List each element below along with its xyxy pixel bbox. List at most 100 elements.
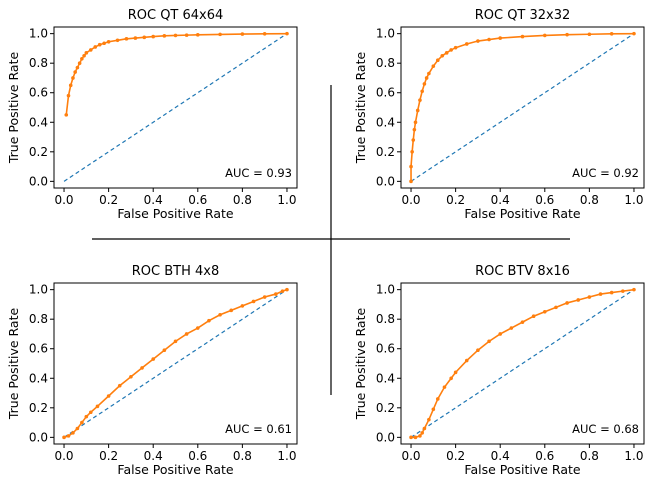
roc-point	[229, 308, 234, 313]
plot-frame	[53, 26, 298, 189]
roc-point	[609, 290, 614, 295]
roc-point	[240, 304, 245, 308]
x-tick-label: 1.0	[624, 193, 643, 207]
roc-point	[88, 410, 93, 415]
roc-point	[427, 417, 431, 422]
roc-point	[565, 301, 569, 305]
y-tick-label: 0.4	[376, 115, 395, 129]
roc-point	[487, 339, 491, 344]
panel-title: ROC QT 64x64	[128, 8, 224, 23]
roc-point	[285, 31, 289, 36]
y-axis-label: True Positive Rate	[353, 308, 368, 421]
roc-point	[195, 33, 200, 37]
roc-point	[442, 385, 447, 389]
roc-point	[449, 376, 453, 381]
roc-point	[207, 318, 211, 323]
roc-point	[64, 113, 69, 117]
y-axis-label: True Positive Rate	[353, 52, 368, 165]
roc-point	[632, 287, 636, 292]
x-axis-label: False Positive Rate	[464, 206, 580, 221]
chance-line	[410, 33, 635, 182]
roc-point	[66, 434, 71, 438]
roc-point	[71, 76, 75, 80]
roc-point	[409, 164, 413, 169]
roc-point	[418, 98, 422, 102]
auc-annotation: AUC = 0.92	[572, 166, 639, 180]
x-axis-label: False Positive Rate	[117, 206, 233, 221]
panel-title: ROC BTV 8x16	[475, 264, 570, 279]
panel-title: ROC BTH 4x8	[132, 264, 219, 279]
roc-panel-2: ROC QT 32x32 0.0 0.2 0.4 0.6 0.8 1.0 0.0 0.2 0.4 0…	[353, 8, 645, 221]
roc-point	[102, 41, 106, 46]
roc-point	[413, 120, 418, 125]
roc-point	[531, 314, 536, 319]
roc-point	[75, 426, 80, 431]
x-tick-label: 0.0	[54, 449, 73, 463]
roc-point	[262, 31, 267, 36]
y-tick-label: 0.2	[376, 145, 395, 159]
y-tick-label: 0.8	[376, 312, 395, 326]
roc-point	[431, 407, 436, 412]
roc-point	[162, 34, 167, 38]
roc-point	[140, 366, 144, 370]
roc-point	[84, 414, 89, 419]
plot-frame	[400, 26, 645, 189]
y-tick-label: 1.0	[29, 283, 48, 297]
x-tick-label: 0.2	[446, 193, 465, 207]
roc-point	[97, 42, 102, 47]
roc-point	[412, 127, 417, 132]
roc-point	[80, 420, 84, 425]
y-tick-label: 0.2	[29, 401, 48, 415]
y-tick-label: 0.0	[29, 174, 48, 188]
y-tick-label: 0.6	[376, 342, 395, 356]
x-tick-label: 1.0	[277, 449, 296, 463]
plot-frame	[53, 282, 298, 445]
x-tick-label: 0.0	[401, 193, 420, 207]
x-axis-label: False Positive Rate	[117, 462, 233, 477]
auc-annotation: AUC = 0.61	[225, 422, 292, 436]
roc-point	[520, 320, 525, 324]
roc-point	[162, 348, 167, 353]
x-tick-label: 0.8	[233, 193, 252, 207]
roc-point	[66, 93, 71, 98]
roc-point	[420, 89, 424, 94]
x-axis-label: False Positive Rate	[464, 462, 580, 477]
y-tick-label: 1.0	[376, 27, 395, 41]
roc-point	[498, 36, 503, 40]
roc-point	[184, 332, 189, 336]
roc-point	[80, 56, 84, 61]
roc-panel-4: ROC BTV 8x16 0.0 0.2 0.4 0.6 0.8 1.0 0.0 0.2 0.4 0…	[353, 264, 645, 477]
roc-point	[251, 299, 256, 304]
roc-point	[621, 289, 625, 293]
x-tick-label: 0.4	[491, 449, 510, 463]
roc-point	[410, 150, 414, 154]
panel-title: ROC QT 32x32	[475, 8, 571, 23]
roc-point	[422, 426, 427, 431]
roc-point	[93, 45, 98, 49]
x-tick-label: 0.8	[580, 449, 599, 463]
roc-panel-1: ROC QT 64x64 0.0 0.2 0.4 0.6 0.8 1.0 0.0 0.2 0.4 0…	[6, 8, 298, 221]
y-tick-label: 0.6	[29, 342, 48, 356]
roc-point	[609, 31, 614, 36]
roc-point	[218, 32, 222, 37]
roc-point	[62, 435, 66, 440]
roc-curve	[410, 32, 634, 182]
roc-point	[75, 65, 80, 70]
roc-point	[453, 45, 458, 50]
roc-point	[422, 82, 427, 86]
roc-point	[409, 435, 413, 440]
roc-point	[409, 179, 413, 184]
roc-point	[88, 48, 93, 52]
x-tick-label: 0.4	[144, 193, 163, 207]
roc-point	[435, 397, 440, 401]
roc-point	[444, 51, 449, 55]
x-tick-label: 0.8	[233, 449, 252, 463]
y-tick-label: 0.8	[29, 56, 48, 70]
roc-point	[464, 42, 469, 46]
roc-point	[129, 374, 133, 379]
roc-point	[280, 289, 285, 293]
roc-point	[413, 435, 418, 440]
roc-point	[449, 48, 453, 52]
roc-point	[184, 33, 189, 37]
x-tick-label: 0.4	[144, 449, 163, 463]
